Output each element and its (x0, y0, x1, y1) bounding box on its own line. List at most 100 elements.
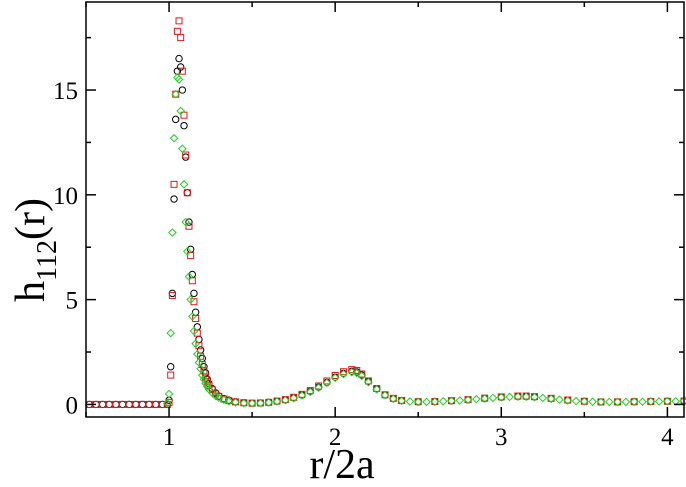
data-point (339, 369, 348, 379)
data-point (604, 397, 614, 407)
x-tick-label: 2 (329, 424, 342, 451)
data-point (347, 367, 357, 377)
data-point (647, 397, 655, 406)
data-point (170, 180, 178, 188)
data-point (455, 396, 465, 405)
data-point (171, 89, 181, 99)
x-tick-label: 3 (495, 424, 508, 451)
data-point (152, 400, 160, 408)
data-point (173, 27, 181, 35)
y-axis-title-base: h (8, 281, 54, 302)
data-point (447, 396, 456, 406)
axis-ticks (85, 2, 684, 417)
data-point (182, 151, 190, 159)
data-point (125, 400, 133, 408)
data-point (331, 372, 339, 379)
data-point (178, 86, 187, 94)
data-point (629, 397, 639, 407)
data-point (99, 400, 107, 408)
data-point (405, 397, 415, 406)
data-point (164, 389, 174, 399)
data-point (447, 397, 456, 405)
series-square (85, 17, 686, 408)
y-axis-title: h112(r) (8, 198, 63, 302)
data-point (194, 358, 204, 367)
data-point (105, 400, 113, 409)
data-point (224, 396, 234, 406)
data-point (330, 373, 340, 383)
data-point (187, 252, 195, 260)
data-point (380, 390, 390, 400)
series-diamond (163, 73, 686, 408)
data-point (125, 400, 133, 409)
data-point (183, 247, 192, 256)
data-point (596, 397, 606, 407)
data-point (181, 153, 190, 161)
data-point (305, 387, 315, 397)
data-point (169, 133, 179, 143)
data-point (496, 392, 506, 402)
data-point (138, 400, 147, 409)
data-point (112, 400, 120, 408)
data-marks (85, 17, 686, 409)
data-point (172, 115, 180, 124)
y-axis-title-subscript: 112 (32, 240, 63, 281)
y-tick-label: 5 (66, 288, 79, 315)
data-point (185, 218, 193, 226)
data-point (272, 397, 282, 406)
data-point (505, 392, 514, 402)
data-point (488, 393, 498, 403)
data-point (196, 364, 205, 374)
data-point (185, 222, 193, 230)
data-point (513, 392, 523, 401)
data-point (152, 400, 160, 409)
data-point (176, 63, 185, 71)
data-point (178, 67, 186, 75)
data-point (168, 291, 176, 299)
data-point (174, 75, 184, 84)
y-tick-label: 15 (53, 78, 78, 105)
data-point (170, 195, 178, 203)
data-point (219, 395, 229, 405)
data-point (145, 400, 153, 408)
data-point (167, 362, 175, 371)
data-point (119, 400, 127, 408)
data-point (538, 393, 548, 403)
data-point (314, 383, 323, 392)
data-point (264, 398, 274, 407)
data-point (352, 368, 362, 378)
data-point (464, 396, 472, 404)
data-point (183, 189, 192, 197)
data-point (372, 385, 382, 394)
data-point (613, 397, 622, 407)
x-tick-label: 1 (163, 424, 176, 451)
data-point (192, 349, 202, 359)
data-point (98, 400, 107, 409)
data-point (201, 379, 210, 388)
data-point (145, 400, 153, 409)
data-point (183, 189, 191, 197)
data-point (188, 277, 196, 285)
data-point (191, 339, 200, 348)
data-point (247, 399, 257, 408)
data-point (168, 228, 177, 237)
data-point (202, 382, 212, 391)
y-axis-title-suffix: (r) (8, 198, 54, 240)
data-point (184, 272, 194, 281)
data-point (181, 217, 190, 227)
data-point (348, 366, 356, 374)
data-point (646, 397, 656, 406)
data-point (167, 371, 175, 379)
data-point (179, 180, 189, 189)
data-point (438, 396, 448, 406)
data-point (175, 17, 183, 25)
data-point (480, 394, 489, 403)
data-point (256, 398, 265, 408)
data-point (546, 394, 556, 404)
data-point (580, 397, 589, 406)
data-point (178, 144, 187, 154)
data-point (180, 121, 188, 130)
data-point (521, 392, 531, 401)
data-point (588, 397, 597, 407)
data-point (163, 399, 172, 408)
